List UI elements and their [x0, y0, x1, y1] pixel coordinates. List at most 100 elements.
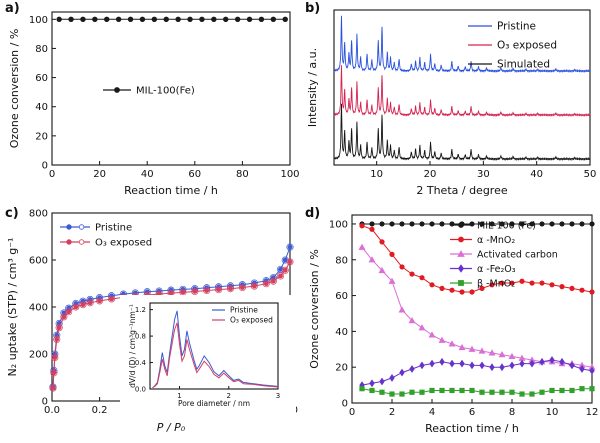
marker-square [539, 389, 545, 395]
marker-circle [479, 285, 485, 292]
y-tick-label: 0.8 [135, 333, 146, 341]
marker-square [569, 387, 575, 394]
panel-b-label: b) [305, 1, 321, 16]
marker-diamond [409, 365, 415, 373]
marker-open-circle [269, 277, 277, 285]
y-tick-label: 60 [335, 291, 348, 302]
marker-circle [509, 221, 515, 227]
marker-circle [278, 273, 283, 279]
marker-circle [369, 226, 375, 232]
marker-square [379, 389, 385, 395]
x-tick-label: 0 [49, 169, 55, 180]
marker-open-circle [281, 256, 289, 264]
marker-circle [449, 287, 455, 293]
marker-diamond [559, 357, 565, 366]
marker-open-circle [49, 384, 57, 392]
marker-triangle [448, 340, 456, 347]
marker-diamond [458, 264, 464, 273]
marker-circle [180, 290, 186, 295]
marker-triangle [458, 343, 466, 351]
marker-circle [499, 280, 505, 286]
marker-circle [211, 16, 217, 22]
legend-label: MIL-100(Fe) [136, 86, 195, 97]
marker-square [419, 389, 425, 395]
y-tick-label: 0.4 [135, 359, 147, 367]
legend-label: α -MnO₂ [477, 235, 515, 246]
marker-circle [199, 16, 205, 22]
y-tick-label: 80 [35, 44, 48, 55]
marker-square [449, 387, 455, 394]
marker-circle [234, 16, 241, 22]
marker-triangle [457, 250, 465, 257]
y-tick-label: 200 [29, 350, 48, 361]
x-axis-label: Reaction time / h [124, 184, 218, 197]
y-tick-label: 400 [29, 303, 48, 314]
marker-circle [469, 289, 475, 295]
x-tick-label: 3 [276, 392, 280, 400]
marker-open-circle [86, 299, 94, 307]
marker-circle [263, 281, 269, 287]
marker-open-circle [55, 324, 63, 332]
marker-diamond [369, 379, 375, 388]
marker-circle [61, 314, 67, 320]
marker-circle [519, 221, 525, 227]
marker-circle [579, 287, 585, 293]
x-tick-label: 60 [188, 169, 201, 180]
y-tick-label: 600 [29, 256, 48, 267]
marker-circle [459, 289, 465, 295]
marker-circle [115, 16, 122, 22]
y-tick-label: 40 [35, 102, 48, 113]
x-tick-label: 10 [370, 169, 383, 180]
legend-label: O₃ exposed [497, 40, 557, 52]
marker-square [439, 387, 445, 394]
x-axis-label: Pore diameter / nm [178, 399, 250, 408]
marker-open-circle [79, 301, 87, 309]
marker-circle [569, 221, 575, 227]
chart-a: 0 20 40 60 80 100 0 20 40 60 80 100 Reaction time / … [8, 11, 300, 197]
marker-circle [589, 289, 595, 295]
marker-square [399, 391, 405, 397]
marker-diamond [589, 366, 595, 375]
axis-frame [351, 214, 593, 404]
xrd-trace [333, 15, 591, 74]
marker-square [489, 389, 495, 395]
marker-triangle [398, 306, 406, 313]
marker-square [458, 280, 464, 286]
marker-diamond [529, 359, 535, 368]
y-tick-label: 0 [342, 399, 348, 410]
legend-label: β -MnO₂ [477, 278, 515, 289]
marker-circle [192, 289, 198, 294]
y-tick-label: 40 [335, 327, 348, 338]
marker-circle [282, 16, 288, 22]
marker-diamond [569, 361, 575, 370]
marker-circle [114, 87, 120, 93]
marker-diamond [499, 363, 505, 372]
marker-square [509, 389, 515, 395]
marker-circle [66, 239, 72, 245]
y-tick-label: 100 [29, 15, 48, 26]
chart-b: 10 20 30 40 50 2 Theta / degree Intensity / a.… [306, 9, 596, 197]
marker-circle [489, 282, 495, 288]
marker-diamond [519, 359, 525, 368]
marker-open-circle [191, 287, 199, 296]
marker-circle [519, 278, 525, 284]
marker-circle [168, 290, 174, 296]
y-tick-label: 20 [35, 131, 48, 142]
marker-circle [287, 259, 293, 265]
x-tick-label: 6 [469, 407, 475, 418]
marker-triangle [358, 243, 366, 250]
marker-circle [139, 16, 146, 22]
x-tick-label: 2 [227, 392, 231, 400]
marker-square [369, 387, 375, 394]
marker-circle [379, 239, 385, 245]
inset-series-line [152, 322, 279, 389]
marker-open-circle [276, 272, 285, 280]
marker-diamond [489, 363, 495, 372]
marker-circle [92, 16, 98, 22]
marker-circle [409, 221, 415, 227]
marker-open-circle [215, 286, 223, 294]
x-tick-label: 10 [546, 407, 559, 418]
marker-triangle [498, 351, 506, 358]
marker-circle [87, 300, 93, 306]
marker-open-circle [226, 285, 235, 293]
